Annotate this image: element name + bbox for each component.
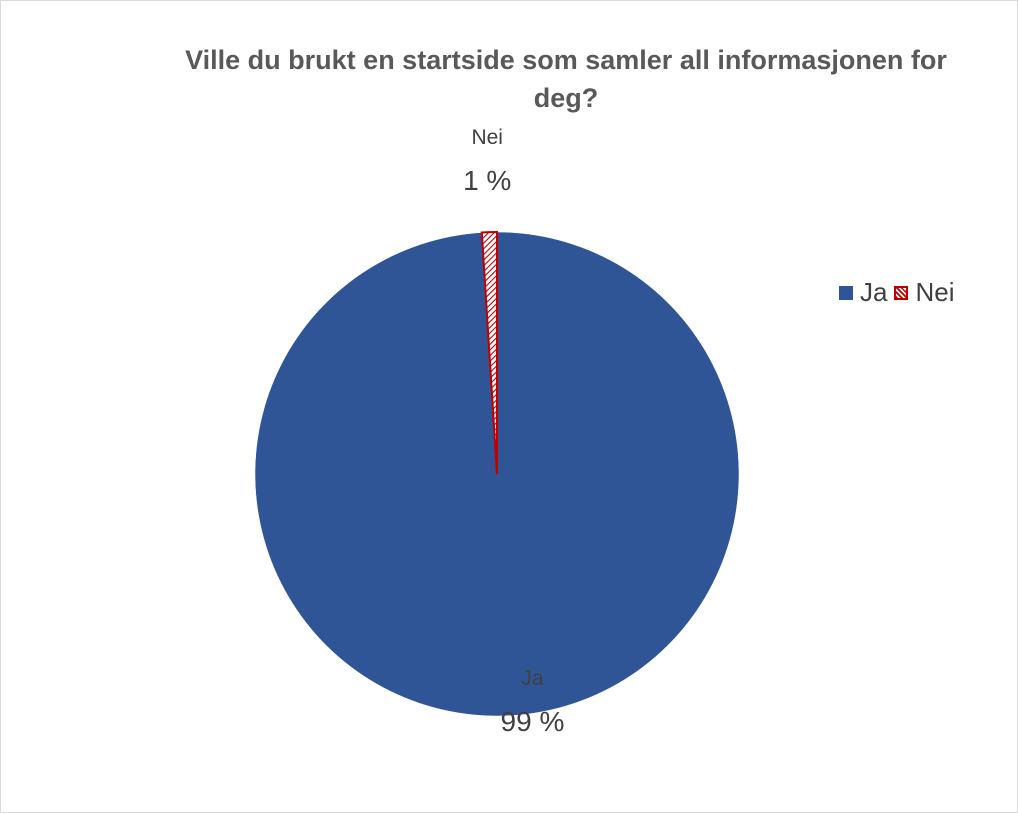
chart-title: Ville du brukt en startside som samler a…: [185, 45, 947, 113]
legend-label-nei: Nei: [915, 277, 955, 307]
data-label-value-ja: 99 %: [501, 706, 565, 737]
legend-entry-nei: Nei: [894, 277, 954, 308]
legend-label-ja: Ja: [860, 277, 888, 307]
data-label-value-nei: 1 %: [463, 165, 511, 196]
legend-swatch-nei: [894, 285, 909, 300]
legend-swatch-ja: [839, 285, 853, 300]
pie-slice-nei: [480, 230, 498, 475]
data-label-category-nei: Nei: [471, 126, 503, 149]
data-label-category-ja: Ja: [521, 667, 544, 690]
legend: Ja Nei: [839, 277, 961, 308]
legend-entry-ja: Ja: [839, 277, 887, 308]
